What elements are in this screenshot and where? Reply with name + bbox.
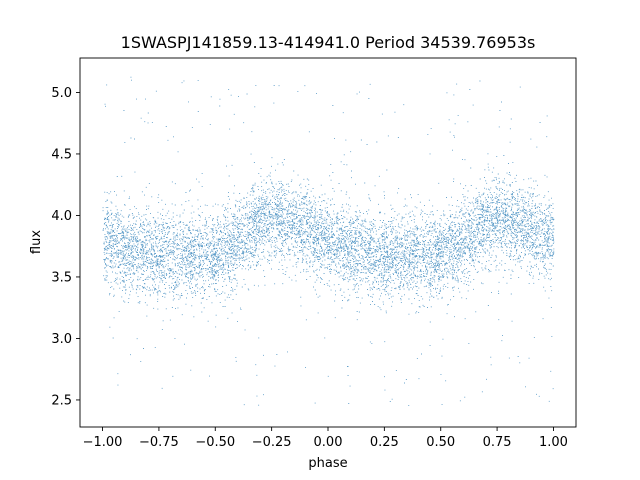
x-tick-label: 1.00 (539, 435, 568, 450)
x-tick-label: −0.50 (195, 435, 235, 450)
chart-title: 1SWASPJ141859.13-414941.0 Period 34539.7… (121, 33, 536, 52)
y-tick-label: 4.5 (51, 147, 72, 162)
data-points (102, 76, 555, 407)
y-axis-ticks: 2.5 3.0 3.5 4.0 4.5 5.0 (51, 86, 80, 408)
y-tick-label: 3.0 (51, 332, 72, 347)
scatter-points (102, 76, 555, 407)
y-axis-label: flux (29, 230, 44, 254)
y-tick-label: 3.5 (51, 270, 72, 285)
x-axis-label: phase (308, 456, 347, 471)
x-tick-label: 0.50 (426, 435, 455, 450)
y-tick-label: 5.0 (51, 86, 72, 101)
x-tick-label: −0.25 (252, 435, 292, 450)
x-tick-label: −1.00 (83, 435, 123, 450)
x-tick-label: −0.75 (139, 435, 179, 450)
y-tick-label: 4.0 (51, 209, 72, 224)
x-tick-label: 0.75 (483, 435, 512, 450)
x-axis-ticks: −1.00 −0.75 −0.50 −0.25 0.00 0.25 0.50 0.75 1.00 (83, 427, 568, 450)
plot-area (79, 57, 577, 428)
x-tick-label: 0.25 (370, 435, 399, 450)
x-tick-label: 0.00 (314, 435, 343, 450)
plot-background (80, 58, 576, 427)
y-tick-label: 2.5 (51, 393, 72, 408)
